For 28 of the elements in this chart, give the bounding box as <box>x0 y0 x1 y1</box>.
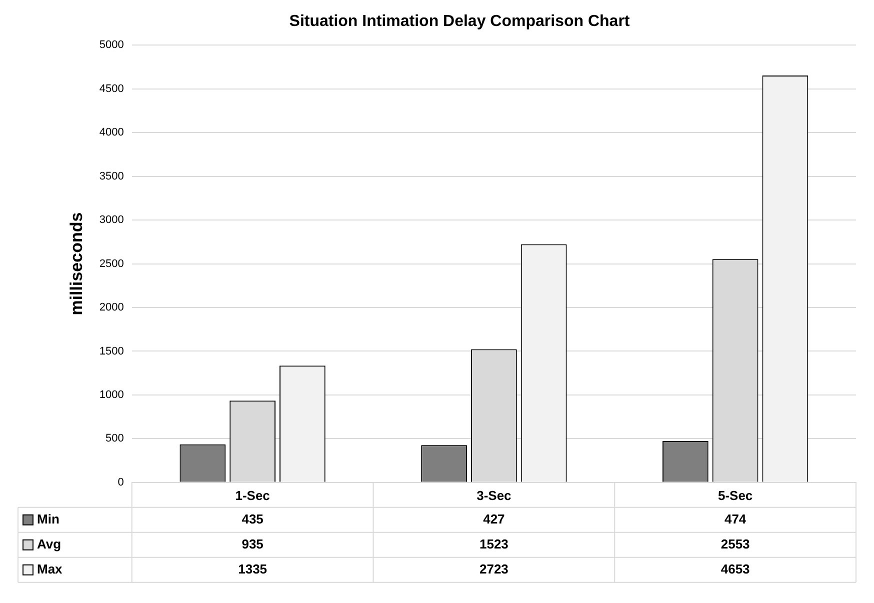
y-tick-label: 4000 <box>99 126 124 139</box>
data-label: 1335 <box>238 561 268 576</box>
y-tick-label: 5000 <box>99 39 124 52</box>
y-tick-label: 4500 <box>99 82 124 95</box>
data-label: 4653 <box>720 561 750 576</box>
x-tick-label: 5-Sec <box>718 488 753 503</box>
y-tick-label: 0 <box>118 476 124 488</box>
y-axis-title: milliseconds <box>66 212 86 316</box>
data-label: 1523 <box>479 536 508 552</box>
y-tick-label: 3000 <box>99 214 124 226</box>
data-label: 427 <box>483 511 505 526</box>
y-tick-label: 2000 <box>99 302 124 314</box>
x-tick-label: 1-Sec <box>235 488 270 503</box>
y-tick-label: 1500 <box>99 345 124 358</box>
legend-label: Max <box>37 561 64 576</box>
y-tick-label: 2500 <box>99 258 124 270</box>
legend-label: Min <box>37 511 60 526</box>
y-tick-label: 1000 <box>99 388 124 401</box>
y-tick-label: 3500 <box>99 170 124 182</box>
legend-label: Avg <box>37 536 62 552</box>
data-label: 935 <box>242 536 264 552</box>
x-tick-label: 3-Sec <box>476 488 512 503</box>
chart-title: Situation Intimation Delay Comparison Chart <box>289 13 630 30</box>
data-label: 435 <box>242 511 264 526</box>
data-label: 2723 <box>479 561 508 576</box>
data-label: 2553 <box>720 536 750 552</box>
data-label: 474 <box>724 511 747 526</box>
y-tick-label: 500 <box>106 432 124 445</box>
